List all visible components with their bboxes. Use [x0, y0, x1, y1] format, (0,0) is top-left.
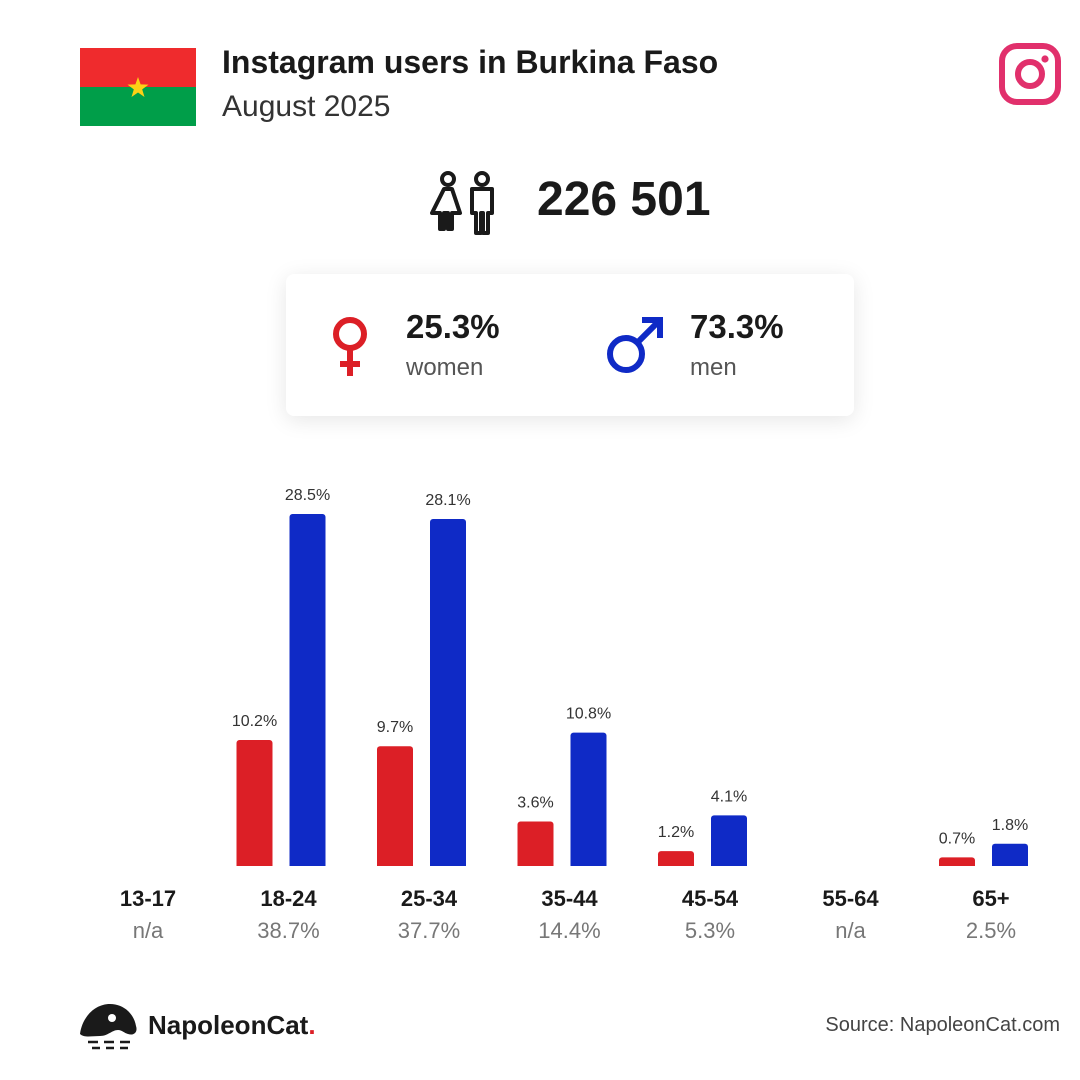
chart-baseline-mask — [0, 866, 1080, 876]
gender-card: 25.3% women 73.3% men — [286, 274, 854, 416]
page-title: Instagram users in Burkina Faso — [222, 44, 719, 80]
age-group-total: 37.7% — [398, 918, 460, 943]
age-group-total: n/a — [835, 918, 866, 943]
bar-value-label: 28.5% — [285, 487, 330, 504]
burkina-faso-flag — [80, 48, 196, 126]
age-group-total: 38.7% — [257, 918, 319, 943]
total-users: 226 501 — [537, 173, 711, 226]
bar-value-label: 0.7% — [939, 830, 975, 847]
bar-18-24-s1 — [289, 514, 326, 869]
bar-18-24-s0 — [236, 740, 273, 869]
bar-value-label: 9.7% — [377, 719, 413, 736]
bar-35-44-s1 — [570, 732, 607, 869]
female-icon — [333, 317, 367, 376]
male-icon — [607, 317, 663, 373]
bar-25-34-s1 — [430, 518, 466, 869]
napoleoncat-brand: NapoleonCat. — [148, 1010, 316, 1041]
age-group-total: 5.3% — [685, 918, 735, 943]
bar-value-label: 1.2% — [658, 824, 694, 841]
bar-45-54-s1 — [711, 815, 747, 869]
brand-dot: . — [308, 1010, 316, 1040]
bar-value-label: 28.1% — [425, 492, 470, 509]
age-group-label: 35-44 — [541, 886, 598, 911]
age-group-total: n/a — [133, 918, 164, 943]
bar-value-label: 10.8% — [566, 706, 611, 723]
age-group-label: 55-64 — [822, 886, 879, 911]
bar-45-54-s0 — [658, 851, 694, 869]
page-subtitle: August 2025 — [222, 90, 391, 123]
bar-65+-s0 — [939, 857, 975, 869]
bar-25-34-s0 — [377, 746, 413, 869]
napoleoncat-logo — [80, 1004, 137, 1050]
women-label: women — [406, 354, 484, 381]
women-percent: 25.3% — [406, 308, 500, 345]
bar-value-label: 3.6% — [517, 795, 553, 812]
age-group-label: 18-24 — [260, 886, 317, 911]
age-group-total: 2.5% — [966, 918, 1016, 943]
bar-value-label: 4.1% — [711, 788, 747, 805]
people-icon — [430, 171, 494, 235]
age-group-total: 14.4% — [538, 918, 600, 943]
brand-name: NapoleonCat — [148, 1010, 309, 1040]
age-group-label: 13-17 — [120, 886, 176, 911]
men-percent: 73.3% — [690, 308, 784, 345]
bar-value-label: 1.8% — [992, 817, 1028, 834]
age-group-label: 25-34 — [401, 886, 458, 911]
source-credit: Source: NapoleonCat.com — [825, 1014, 1060, 1036]
age-group-label: 65+ — [972, 886, 1009, 911]
bar-35-44-s0 — [517, 821, 554, 869]
bar-65+-s1 — [992, 843, 1028, 869]
instagram-icon — [999, 43, 1061, 105]
age-group-label: 45-54 — [682, 886, 739, 911]
bar-value-label: 10.2% — [232, 713, 277, 730]
men-label: men — [690, 354, 737, 381]
